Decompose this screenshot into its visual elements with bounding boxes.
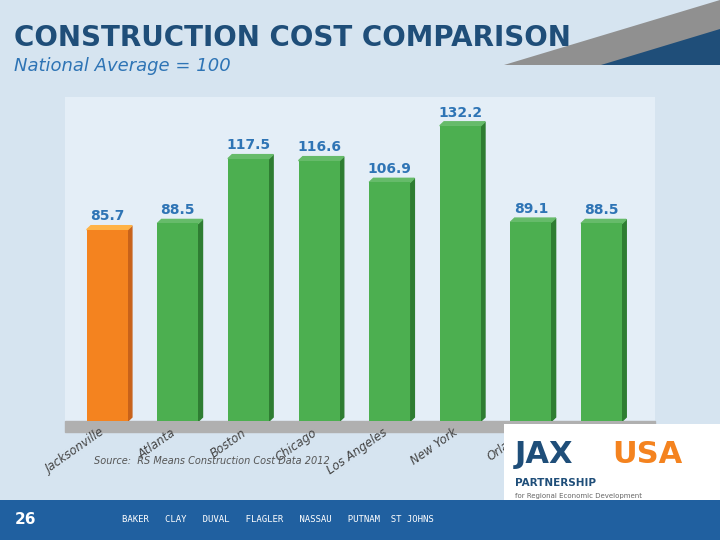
Polygon shape xyxy=(157,219,202,224)
Polygon shape xyxy=(410,178,415,421)
Text: USA: USA xyxy=(612,440,683,469)
Text: PARTNERSHIP: PARTNERSHIP xyxy=(515,478,596,488)
Text: JAX: JAX xyxy=(515,440,573,469)
Polygon shape xyxy=(269,154,273,421)
Text: 106.9: 106.9 xyxy=(368,162,412,176)
Text: National Average = 100: National Average = 100 xyxy=(14,57,231,75)
Text: BAKER   CLAY   DUVAL   FLAGLER   NASSAU   PUTNAM  ST JOHNS: BAKER CLAY DUVAL FLAGLER NASSAU PUTNAM S… xyxy=(122,515,434,524)
Polygon shape xyxy=(127,226,132,421)
Polygon shape xyxy=(65,421,655,433)
Polygon shape xyxy=(504,0,720,65)
Polygon shape xyxy=(369,178,415,183)
Text: 116.6: 116.6 xyxy=(297,140,341,154)
Text: 88.5: 88.5 xyxy=(161,203,195,217)
Text: 89.1: 89.1 xyxy=(513,202,548,216)
Polygon shape xyxy=(622,219,626,421)
Bar xyxy=(228,159,269,421)
Polygon shape xyxy=(340,157,343,421)
Bar xyxy=(581,224,622,421)
Polygon shape xyxy=(601,29,720,65)
Bar xyxy=(299,161,340,421)
Bar xyxy=(86,230,127,421)
Polygon shape xyxy=(481,122,485,421)
Text: Source:  RS Means Construction Cost Data 2012: Source: RS Means Construction Cost Data … xyxy=(94,456,329,467)
Bar xyxy=(157,224,198,421)
Polygon shape xyxy=(552,218,556,421)
Text: for Regional Economic Development: for Regional Economic Development xyxy=(515,492,642,499)
Polygon shape xyxy=(86,226,132,230)
Text: CONSTRUCTION COST COMPARISON: CONSTRUCTION COST COMPARISON xyxy=(14,24,571,52)
Polygon shape xyxy=(228,154,273,159)
Polygon shape xyxy=(299,157,343,161)
Bar xyxy=(440,126,481,421)
Text: 117.5: 117.5 xyxy=(226,138,271,152)
Text: 132.2: 132.2 xyxy=(438,105,482,119)
Polygon shape xyxy=(198,219,202,421)
Polygon shape xyxy=(581,219,626,224)
Text: 85.7: 85.7 xyxy=(90,210,125,224)
Text: 88.5: 88.5 xyxy=(584,203,618,217)
Bar xyxy=(369,183,410,421)
Polygon shape xyxy=(440,122,485,126)
Text: 26: 26 xyxy=(14,512,36,527)
Polygon shape xyxy=(510,218,556,222)
Bar xyxy=(510,222,552,421)
